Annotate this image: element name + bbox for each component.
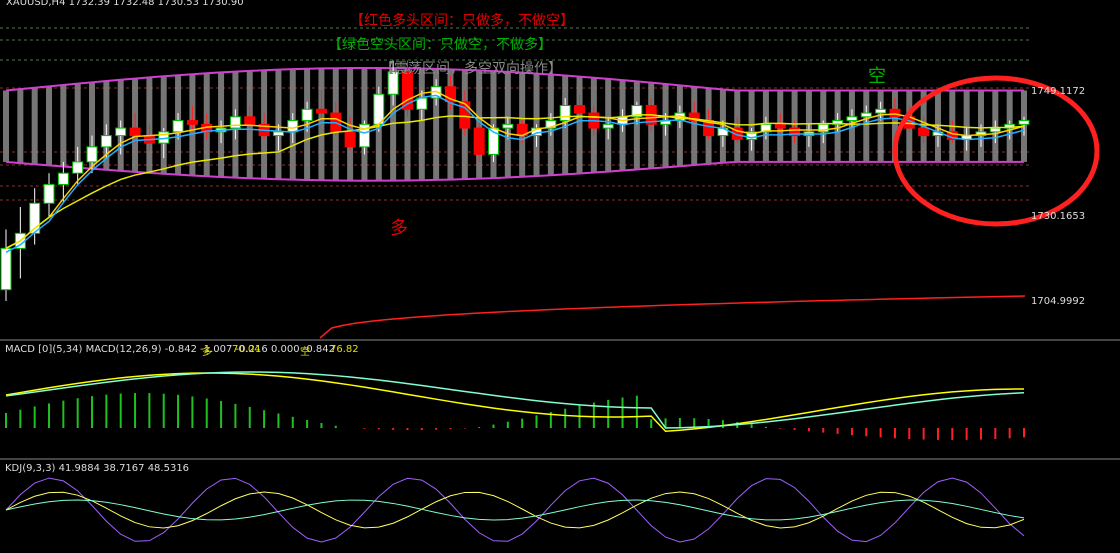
candle-body xyxy=(229,116,241,129)
band-bar xyxy=(748,90,755,162)
candle-body xyxy=(129,127,141,137)
candle-body xyxy=(559,105,571,122)
macd-bear-marker: 空 xyxy=(300,347,310,358)
candle-body xyxy=(789,127,801,137)
band-bar xyxy=(46,86,53,166)
candle-body xyxy=(1018,120,1030,125)
band-bar xyxy=(318,68,325,181)
candle-body xyxy=(1004,123,1016,129)
candle-body xyxy=(315,108,327,114)
candle-body xyxy=(473,127,485,155)
kdj-j-line xyxy=(5,477,1025,543)
candle-body xyxy=(688,112,700,122)
band-bar xyxy=(891,90,898,162)
candle-body xyxy=(832,120,844,125)
bear-zone-annotation: 【绿色空头区间：只做空，不做多】 xyxy=(328,37,552,53)
candle-body xyxy=(989,127,1001,133)
band-bar xyxy=(404,68,411,181)
candle-body xyxy=(115,127,127,137)
band-bar xyxy=(691,86,698,166)
sell-signal-label: 空 xyxy=(868,66,886,87)
buy-signal-label: 多 xyxy=(390,218,408,239)
macd-bull-value: 70.04 xyxy=(232,344,261,355)
candle-body xyxy=(502,123,514,129)
candle-body xyxy=(459,101,471,129)
ma-long-price-label: 1704.9992 xyxy=(1031,296,1086,307)
band-bar xyxy=(17,89,24,164)
ma-mid-line xyxy=(5,114,1025,250)
candle-body xyxy=(545,120,557,129)
long-ma-line xyxy=(319,295,1026,339)
ma-short-line xyxy=(5,90,1025,250)
candle-body xyxy=(387,71,399,95)
candle-body xyxy=(86,146,98,163)
upper-envelope-line xyxy=(5,66,1024,92)
candle-body xyxy=(57,172,69,185)
band-bar xyxy=(963,90,970,162)
macd-bull-marker: 多 xyxy=(202,347,212,358)
lower-envelope-line xyxy=(5,160,1024,182)
candle-body xyxy=(358,123,370,148)
macd-bear-value: 76.82 xyxy=(330,344,359,355)
band-bar xyxy=(160,76,167,174)
candle-body xyxy=(43,183,55,204)
symbol-info: XAUUSD,H4 1732.39 1732.48 1730.53 1730.9… xyxy=(6,0,244,8)
kdj-label: KDJ(9,3,3) 41.9884 38.7167 48.5316 xyxy=(5,463,190,474)
neutral-zone-annotation: 【震荡区间，多空双向操作】 xyxy=(380,61,562,77)
candle-body xyxy=(401,71,413,110)
highlight-circle xyxy=(892,75,1100,227)
macd-line xyxy=(5,372,1025,433)
candle-body xyxy=(244,116,256,125)
candle-body xyxy=(631,105,643,118)
band-bar xyxy=(576,76,583,174)
candle-body xyxy=(172,120,184,133)
candle-body xyxy=(860,112,872,118)
candle-body xyxy=(875,108,887,114)
band-bar xyxy=(863,90,870,162)
band-bar xyxy=(877,90,884,162)
band-bar xyxy=(3,90,9,162)
candle-body xyxy=(760,123,772,133)
candle-body xyxy=(774,123,786,129)
band-bar xyxy=(447,69,454,180)
candle-body xyxy=(344,131,356,148)
candle-body xyxy=(29,202,41,234)
band-bar xyxy=(31,87,38,165)
candle-body xyxy=(186,120,198,125)
candle-body xyxy=(746,131,758,140)
upper-band-price-label: 1749.1172 xyxy=(1031,86,1086,97)
candle-body xyxy=(731,127,743,140)
candle-body xyxy=(574,105,586,114)
candle-body xyxy=(301,108,313,122)
macd-signal-line xyxy=(5,371,1025,429)
candle-body xyxy=(918,127,930,137)
band-bar xyxy=(74,83,81,168)
lower-band-price-label: 1730.1653 xyxy=(1031,211,1086,222)
band-bar xyxy=(418,68,425,181)
candle-body xyxy=(444,86,456,103)
candle-body xyxy=(602,123,614,129)
kdj-d-line xyxy=(5,499,1025,521)
trend-line xyxy=(5,94,1025,254)
candle-body xyxy=(817,123,829,133)
candle-body xyxy=(287,120,299,133)
band-bar xyxy=(633,81,640,170)
band-bar xyxy=(60,84,67,167)
candle-body xyxy=(72,161,84,174)
kdj-k-line xyxy=(5,491,1025,529)
candle-body xyxy=(846,116,858,122)
candle-body xyxy=(272,131,284,137)
candle-body xyxy=(100,135,112,148)
candle-body xyxy=(889,108,901,118)
bull-zone-annotation: 【红色多头区间：只做多，不做空】 xyxy=(350,13,574,29)
band-bar xyxy=(390,68,397,181)
candle-body xyxy=(0,247,12,291)
macd-label: MACD [0](5,34) MACD(12,26,9) -0.842 -1.0… xyxy=(5,344,335,355)
band-bar xyxy=(89,82,96,169)
band-bar xyxy=(433,68,440,180)
